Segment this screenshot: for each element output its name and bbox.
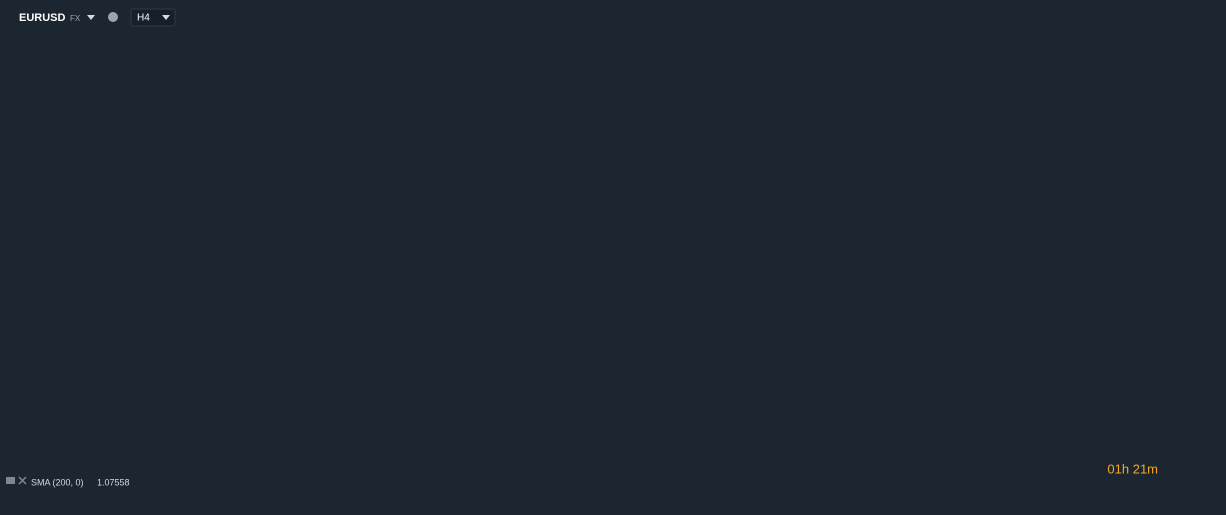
bar-timer: 01h 21m (1107, 461, 1158, 476)
indicator-value: 1.07558 (97, 477, 130, 487)
timeframe-dropdown[interactable] (162, 15, 170, 20)
info-icon[interactable] (108, 12, 118, 22)
timeframe-box[interactable] (130, 8, 176, 27)
indicator-icon[interactable] (6, 477, 15, 484)
indicator-label: SMA (200, 0) (31, 477, 84, 487)
symbol-dropdown[interactable] (87, 15, 95, 20)
market: FX (70, 14, 81, 23)
symbol[interactable]: EURUSD (19, 12, 66, 24)
timeframe[interactable]: H4 (137, 13, 150, 24)
indicator-close[interactable] (18, 476, 27, 485)
